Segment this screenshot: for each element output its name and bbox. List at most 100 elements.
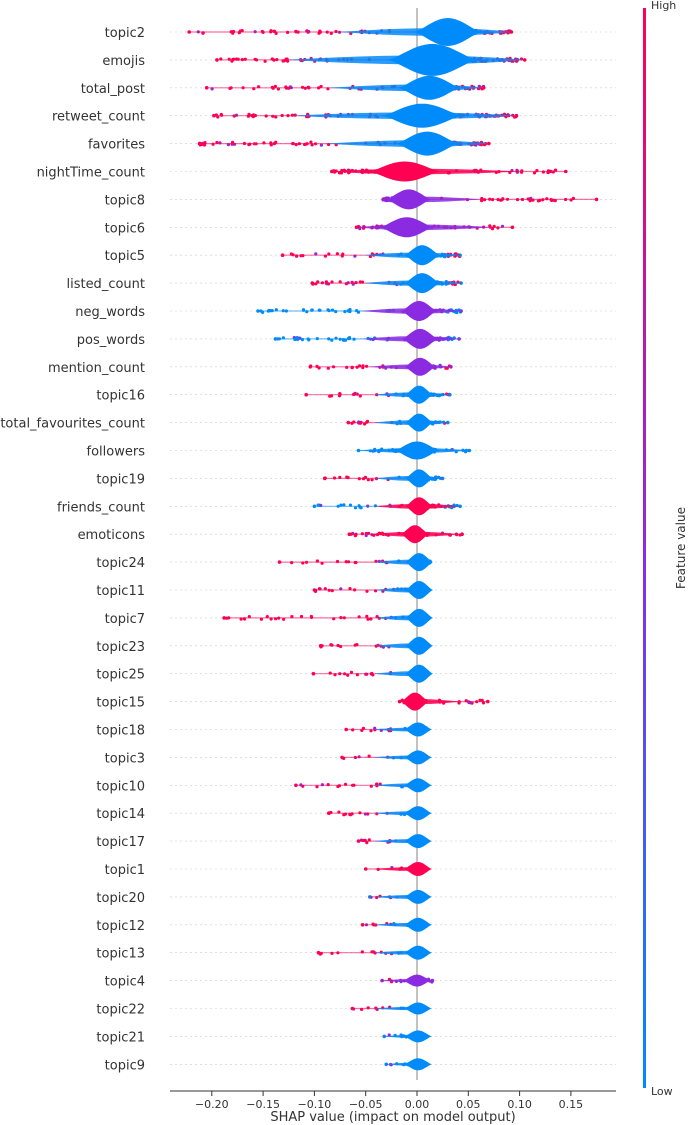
violin-body <box>404 862 432 876</box>
x-tick-label: 0.00 <box>405 1098 430 1111</box>
violin-body <box>387 43 478 76</box>
feature-violin-friends_count <box>312 497 462 516</box>
violin-body <box>404 1002 432 1015</box>
violin-body <box>404 357 436 376</box>
shap-point-max <box>486 699 490 704</box>
feature-label: topic19 <box>96 472 145 487</box>
shap-point-min <box>310 281 315 285</box>
feature-violin-listed_count <box>310 273 463 294</box>
violin-body <box>404 806 432 821</box>
shap-point-max <box>458 504 462 509</box>
feature-violin-favorites <box>197 131 491 156</box>
feature-violin-pos_words <box>273 328 461 349</box>
violin-body <box>405 497 434 516</box>
feature-label: topic16 <box>96 389 145 404</box>
feature-violin-topic15 <box>397 692 490 711</box>
feature-label: emojis <box>102 54 145 69</box>
feature-label: favorites <box>88 138 145 153</box>
feature-label: topic3 <box>105 751 145 766</box>
feature-violin-topic19 <box>322 469 445 488</box>
shap-point <box>309 140 313 144</box>
feature-violin-topic20 <box>368 889 432 904</box>
feature-violin-topic17 <box>356 834 432 849</box>
shap-point <box>488 224 492 228</box>
feature-label: emoticons <box>78 528 146 543</box>
feature-label: topic13 <box>96 947 145 962</box>
shap-point-min <box>277 560 282 564</box>
violin-body <box>405 636 434 655</box>
violin-body <box>404 722 432 737</box>
x-tick-label: 0.10 <box>507 1098 532 1111</box>
shap-point-max <box>458 253 462 257</box>
feature-label: topic2 <box>105 26 145 41</box>
shap-point <box>353 506 358 510</box>
shap-point <box>365 614 369 619</box>
feature-violin-topic16 <box>304 385 452 404</box>
shap-point-max <box>564 169 568 174</box>
feature-label: retweet_count <box>52 110 145 125</box>
feature-violin-neg_words <box>256 301 463 321</box>
feature-label: neg_words <box>75 305 145 320</box>
violin-body <box>405 469 434 488</box>
x-axis-label: SHAP value (impact on model output) <box>270 1110 515 1125</box>
shap-point <box>274 31 278 35</box>
shap-point <box>365 841 369 845</box>
shap-point-min <box>360 923 365 927</box>
feature-violin-emojis <box>215 43 527 76</box>
violin-body <box>404 245 441 266</box>
shap-point <box>335 252 339 256</box>
feature-violin-topic23 <box>318 636 434 655</box>
feature-violin-followers <box>356 441 472 460</box>
violin-body <box>404 750 432 765</box>
shap-point <box>536 199 541 203</box>
feature-label: mention_count <box>48 361 145 376</box>
feature-violin-topic3 <box>340 750 432 765</box>
x-tick-label: −0.05 <box>349 1098 383 1111</box>
feature-violin-topic22 <box>350 1002 432 1015</box>
violin-body <box>386 189 432 210</box>
shap-point-min <box>215 58 219 62</box>
shap-point-min <box>344 727 349 732</box>
shap-point-max <box>430 978 435 983</box>
feature-violin-topic2 <box>187 18 514 46</box>
shap-point <box>273 84 277 88</box>
x-tick-label: −0.20 <box>195 1098 229 1111</box>
violin-body <box>404 778 432 793</box>
violin-body <box>405 581 434 599</box>
feature-violin-mention_count <box>308 357 453 376</box>
feature-label: followers <box>87 445 146 460</box>
feature-label: topic14 <box>96 807 145 822</box>
shap-point <box>326 366 330 370</box>
feature-label: topic8 <box>105 193 145 208</box>
feature-violin-topic4 <box>380 974 435 987</box>
violin-body <box>381 103 463 128</box>
feature-label: topic12 <box>96 919 145 934</box>
violin-body <box>404 917 432 932</box>
shap-point-min <box>340 755 344 760</box>
feature-label: topic10 <box>96 779 145 794</box>
feature-violin-topic1 <box>363 862 432 876</box>
colorbar-title: Feature value <box>674 507 688 589</box>
colorbar-low-label: Low <box>651 1085 673 1098</box>
shap-point-min <box>222 616 226 620</box>
feature-violin-total_favourites_count <box>346 413 450 432</box>
feature-violin-total_post <box>204 75 486 100</box>
feature-label: topic1 <box>105 863 145 878</box>
feature-label: listed_count <box>66 277 145 292</box>
feature-violin-topic10 <box>294 778 432 793</box>
feature-label: topic9 <box>105 1058 145 1073</box>
feature-violin-topic7 <box>222 608 434 627</box>
feature-violin-topic14 <box>327 806 432 821</box>
violin-body <box>400 525 429 544</box>
x-tick-label: −0.10 <box>298 1098 332 1111</box>
violin-body <box>405 553 434 572</box>
violin-body <box>404 273 441 294</box>
violin-body <box>404 834 432 849</box>
violin-body <box>405 608 434 627</box>
feature-label: topic18 <box>96 724 145 739</box>
feature-label: topic25 <box>96 668 145 683</box>
x-tick-label: −0.15 <box>246 1098 280 1111</box>
colorbar <box>643 8 646 1088</box>
feature-violin-retweet_count <box>212 103 519 128</box>
violin-body <box>401 301 438 321</box>
